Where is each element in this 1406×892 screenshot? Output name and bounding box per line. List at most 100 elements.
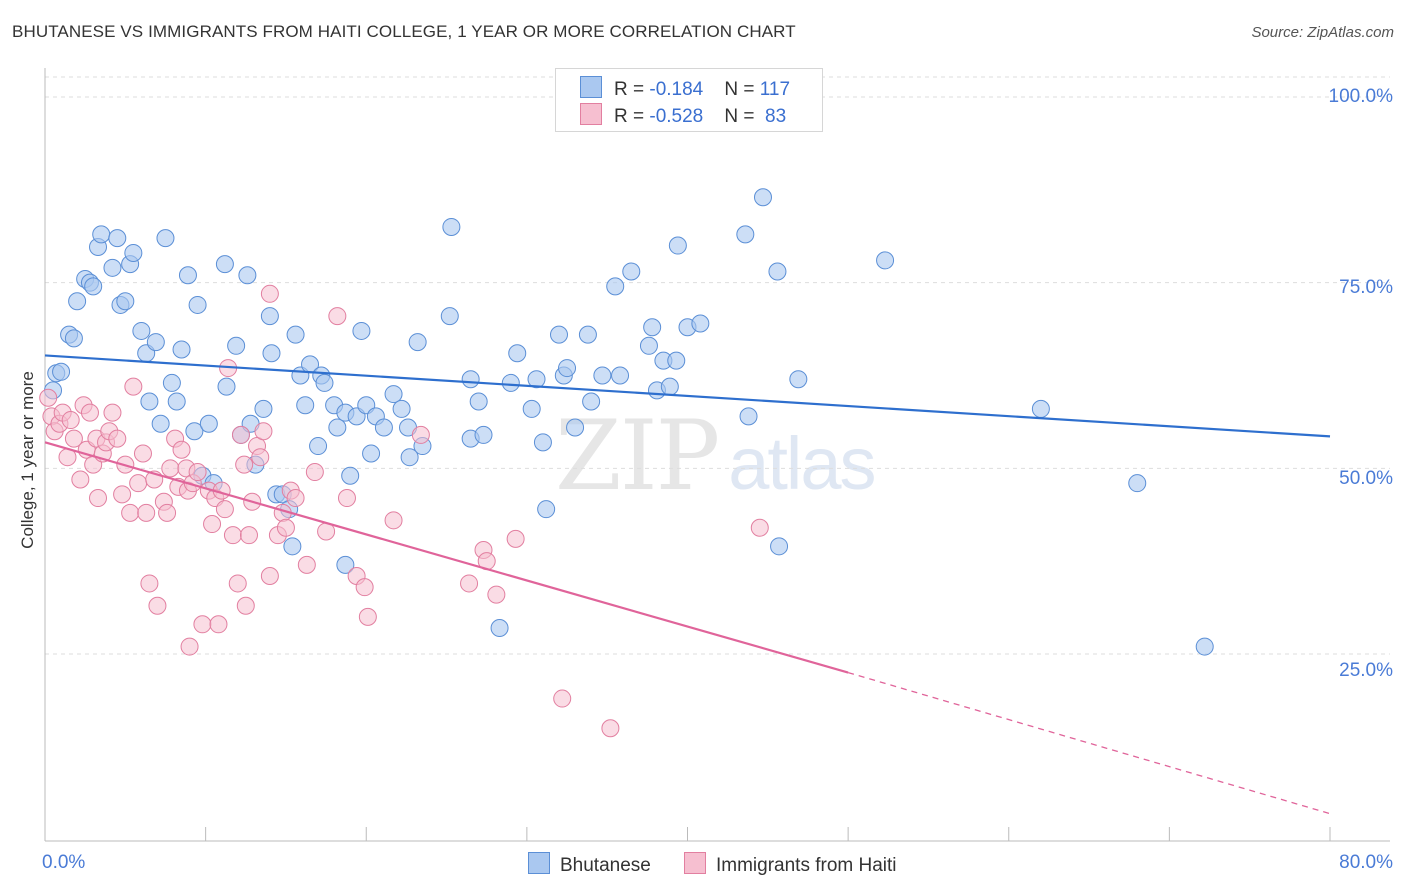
legend-item-bhutanese: Bhutanese [528,852,651,877]
point-haiti [460,574,479,593]
n-value-haiti: 83 [759,106,787,127]
point-bhutanese [622,262,641,281]
point-bhutanese [1128,474,1147,493]
point-bhutanese [1195,637,1214,656]
point-haiti [384,511,403,530]
point-bhutanese [606,277,625,296]
point-bhutanese [254,399,273,418]
legend-label-bhutanese: Bhutanese [560,855,651,876]
y-axis-title: College, 1 year or more [18,371,37,549]
point-bhutanese [283,537,302,556]
trendline-haiti-extension [847,671,1331,815]
point-haiti [337,489,356,508]
point-bhutanese [227,336,246,355]
point-haiti [89,489,108,508]
point-haiti [228,574,247,593]
blue-swatch [580,76,602,98]
point-bhutanese [667,351,686,370]
point-bhutanese [64,329,83,348]
y-tick-label-100: 100.0% [1328,86,1393,107]
point-bhutanese [167,392,186,411]
legend-row-haiti: R = -0.528 N = 83 [580,103,786,128]
point-bhutanese [238,266,257,285]
point-bhutanese [362,444,381,463]
point-bhutanese [108,229,127,248]
point-haiti [148,596,167,615]
point-haiti [260,567,279,586]
n-label: N = [724,79,760,100]
point-bhutanese [178,266,197,285]
point-bhutanese [124,243,143,262]
point-haiti [506,529,525,548]
point-haiti [64,429,83,448]
point-haiti [180,637,199,656]
point-haiti [133,444,152,463]
point-bhutanese [132,321,151,340]
legend-row-bhutanese: R = -0.184 N = 117 [580,76,790,101]
point-bhutanese [691,314,710,333]
source-label: Source: ZipAtlas.com [1251,24,1394,41]
point-haiti [297,555,316,574]
point-haiti [254,422,273,441]
point-haiti [158,503,177,522]
point-bhutanese [162,373,181,392]
y-tick-label-25: 25.0% [1339,660,1393,681]
point-bhutanese [582,392,601,411]
point-bhutanese [392,399,411,418]
point-haiti [61,411,80,430]
point-bhutanese [408,333,427,352]
point-haiti [411,425,430,444]
point-haiti [358,607,377,626]
watermark-atlas: atlas [728,422,876,505]
r-value-haiti: -0.528 [649,106,704,127]
point-bhutanese [527,370,546,389]
y-tick-label-75: 75.0% [1339,277,1393,298]
point-haiti [251,448,270,467]
point-haiti [113,485,132,504]
point-bhutanese [469,392,488,411]
point-bhutanese [262,344,281,363]
chart-title: BHUTANESE VS IMMIGRANTS FROM HAITI COLLE… [12,22,796,41]
point-haiti [103,403,122,422]
point-bhutanese [537,500,556,519]
point-haiti [108,429,127,448]
watermark-zip: ZIP [555,400,720,512]
legend-label-haiti: Immigrants from Haiti [716,855,897,876]
point-bhutanese [52,362,71,381]
point-bhutanese [660,377,679,396]
point-haiti [140,574,159,593]
point-bhutanese [156,229,175,248]
point-bhutanese [533,433,552,452]
point-haiti [276,518,295,537]
point-haiti [239,526,258,545]
point-haiti [203,515,222,534]
point-bhutanese [116,292,135,311]
point-haiti [750,518,769,537]
point-bhutanese [286,325,305,344]
point-haiti [487,585,506,604]
blue-swatch [528,852,550,874]
point-haiti [121,503,140,522]
trendline-bhutanese [44,354,1331,438]
point-haiti [193,615,212,634]
point-bhutanese [400,448,419,467]
point-bhutanese [315,373,334,392]
point-bhutanese [140,392,159,411]
point-bhutanese [146,333,165,352]
point-bhutanese [501,373,520,392]
point-haiti [260,284,279,303]
n-label: N = [724,106,760,127]
point-haiti [223,526,242,545]
point-bhutanese [770,537,789,556]
point-bhutanese [185,422,204,441]
point-bhutanese [611,366,630,385]
point-bhutanese [92,225,111,244]
point-haiti [188,463,207,482]
point-bhutanese [736,225,755,244]
point-bhutanese [558,359,577,378]
point-bhutanese [550,325,568,344]
point-haiti [553,689,572,708]
point-haiti [39,388,58,407]
point-haiti [231,425,250,444]
